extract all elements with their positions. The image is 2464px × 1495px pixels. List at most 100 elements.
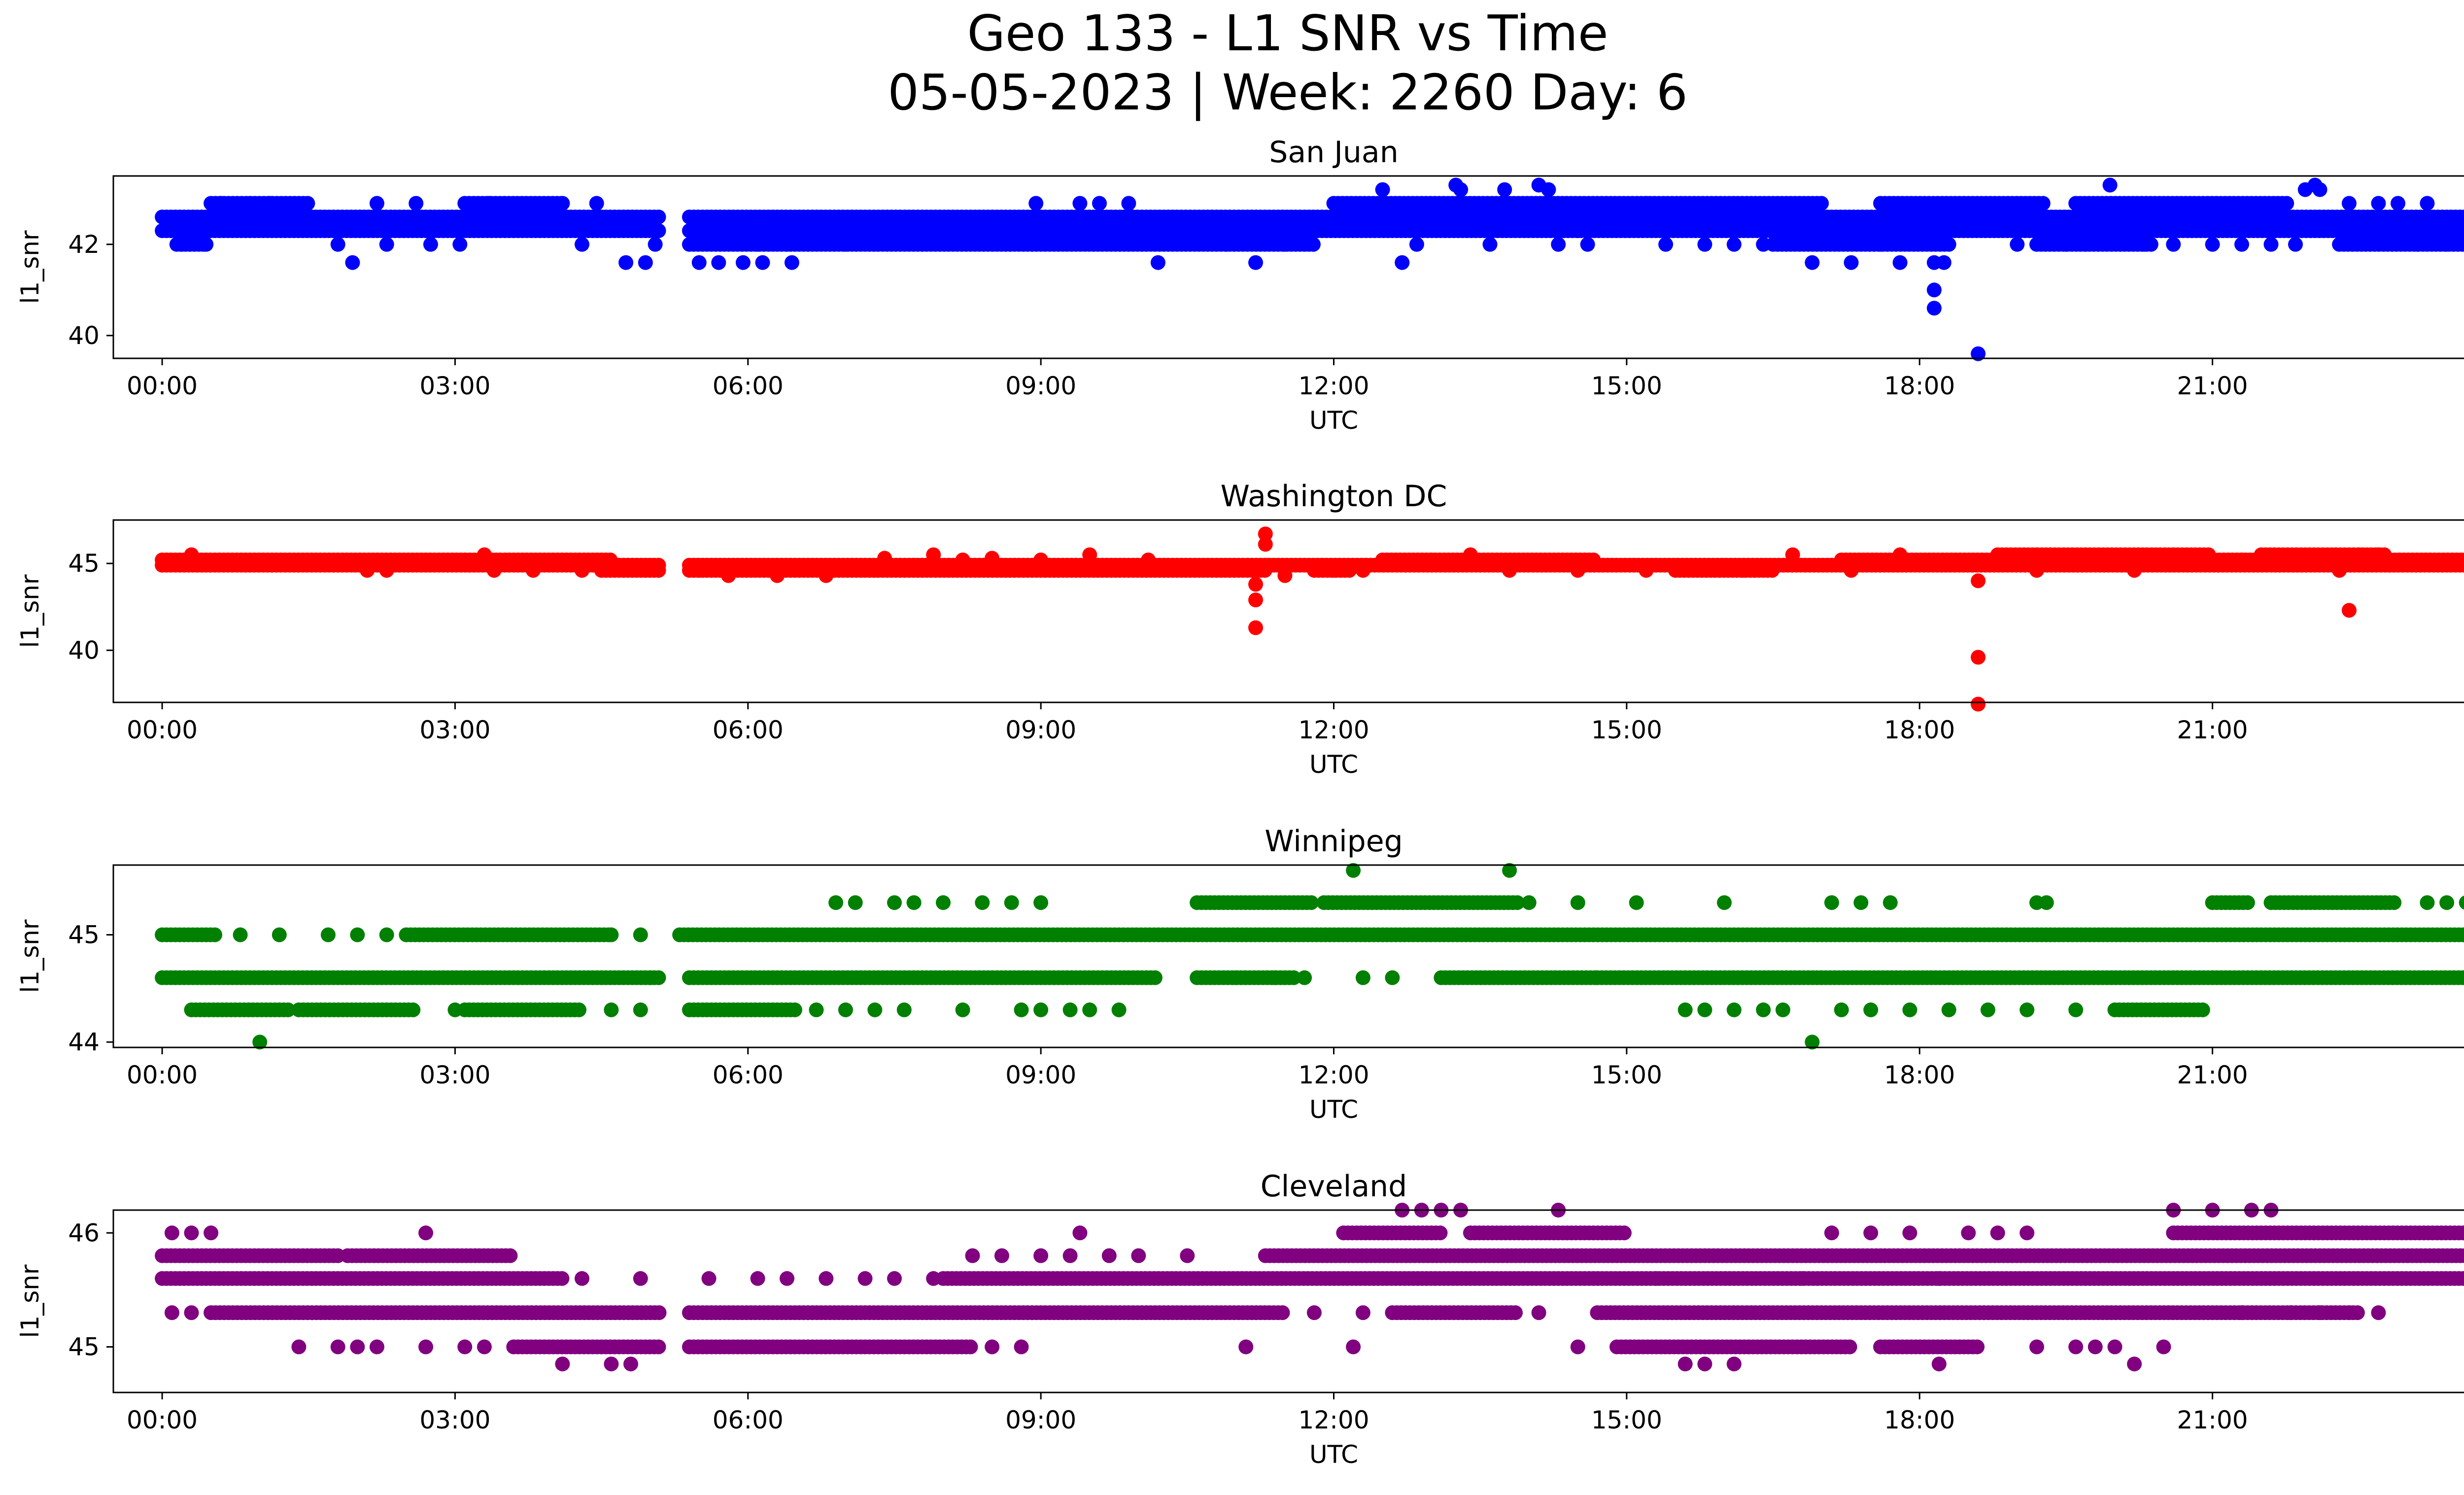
- data-point: [406, 1002, 421, 1017]
- data-point: [233, 927, 248, 942]
- data-point: [755, 255, 770, 270]
- x-tick-label: 03:00: [419, 716, 490, 744]
- subplot-title: San Juan: [1269, 135, 1398, 170]
- data-point: [2371, 196, 2386, 211]
- data-point: [1229, 970, 1244, 985]
- data-point: [199, 237, 214, 252]
- data-point: [1092, 196, 1107, 211]
- data-point: [2166, 237, 2181, 252]
- data-point: [330, 237, 345, 252]
- x-tick-label: 09:00: [1005, 1061, 1076, 1089]
- data-point: [1033, 1002, 1049, 1017]
- data-point: [784, 255, 799, 270]
- data-point: [787, 1002, 802, 1017]
- data-point: [2371, 547, 2386, 562]
- data-point: [1697, 1002, 1712, 1017]
- data-point: [828, 895, 844, 910]
- data-point: [2127, 563, 2142, 578]
- data-point: [379, 563, 394, 578]
- data-point: [735, 255, 751, 270]
- data-point: [1303, 895, 1319, 910]
- data-point: [838, 237, 853, 252]
- x-tick-label: 06:00: [713, 372, 784, 400]
- data-point: [184, 547, 199, 562]
- x-axis-label: UTC: [1309, 750, 1358, 779]
- data-point: [1424, 553, 1439, 567]
- data-point: [481, 196, 497, 211]
- data-point: [1409, 237, 1424, 252]
- data-point: [1980, 1002, 1995, 1017]
- data-point: [2078, 237, 2093, 252]
- plot-frame: [112, 864, 2464, 1048]
- data-point: [1936, 255, 1951, 270]
- data-point: [2039, 895, 2054, 910]
- data-point: [770, 568, 785, 583]
- data-point: [1805, 255, 1820, 270]
- data-point: [651, 209, 666, 225]
- data-point: [1941, 1002, 1956, 1017]
- data-point: [2457, 209, 2464, 225]
- data-point: [1892, 547, 1908, 562]
- data-point: [575, 563, 589, 578]
- data-point: [691, 255, 707, 270]
- data-point: [2457, 223, 2464, 238]
- data-point: [486, 563, 502, 578]
- data-point: [1141, 553, 1156, 567]
- data-point: [1297, 970, 1312, 985]
- data-point: [1463, 547, 1478, 562]
- data-point: [1541, 182, 1556, 197]
- data-point: [213, 196, 228, 211]
- data-point: [1497, 182, 1512, 197]
- data-point: [1267, 970, 1283, 985]
- x-tick-label: 00:00: [127, 372, 198, 400]
- data-point: [1726, 237, 1742, 252]
- data-point: [300, 196, 315, 211]
- data-point: [1082, 1002, 1097, 1017]
- data-point: [1121, 196, 1136, 211]
- data-point: [2439, 237, 2455, 252]
- data-point: [2420, 895, 2435, 910]
- x-tick-label: 21:00: [2177, 1061, 2248, 1089]
- data-point: [975, 895, 990, 910]
- data-point: [1453, 182, 1469, 197]
- data-point: [2420, 196, 2435, 211]
- x-tick-label: 12:00: [1298, 1061, 1369, 1089]
- data-point: [2058, 237, 2074, 252]
- data-point: [1853, 895, 1869, 910]
- data-point: [1873, 237, 1888, 252]
- data-point: [638, 255, 653, 270]
- data-point: [1248, 577, 1263, 592]
- data-point: [1502, 563, 1517, 578]
- data-point: [1248, 255, 1263, 270]
- data-point: [2459, 895, 2464, 910]
- data-point: [1033, 553, 1049, 567]
- y-axis-label: l1_snr: [16, 574, 44, 648]
- data-point: [1150, 255, 1165, 270]
- x-tick-label: 00:00: [127, 716, 198, 744]
- data-point: [1902, 1002, 1917, 1017]
- data-point: [2205, 237, 2220, 252]
- data-point: [1863, 1002, 1879, 1017]
- x-tick-label: 09:00: [1005, 372, 1076, 400]
- data-point: [936, 895, 951, 910]
- data-point: [955, 1002, 970, 1017]
- x-tick-label: 06:00: [713, 716, 784, 744]
- y-tick-label: 40: [68, 321, 100, 350]
- data-point: [1028, 196, 1044, 211]
- x-tick-label: 09:00: [1005, 716, 1076, 744]
- data-point: [409, 196, 424, 211]
- data-point: [1062, 1002, 1078, 1017]
- data-point: [1639, 563, 1654, 578]
- data-point: [2029, 547, 2044, 562]
- data-point: [503, 1248, 518, 1263]
- data-point: [1375, 182, 1390, 197]
- data-point: [1257, 563, 1272, 578]
- y-tick-label: 45: [68, 549, 100, 578]
- data-point: [379, 927, 394, 942]
- data-point: [1882, 895, 1898, 910]
- data-point: [848, 895, 863, 910]
- figure-title-line-1: Geo 133 - L1 SNR vs Time: [967, 4, 1608, 62]
